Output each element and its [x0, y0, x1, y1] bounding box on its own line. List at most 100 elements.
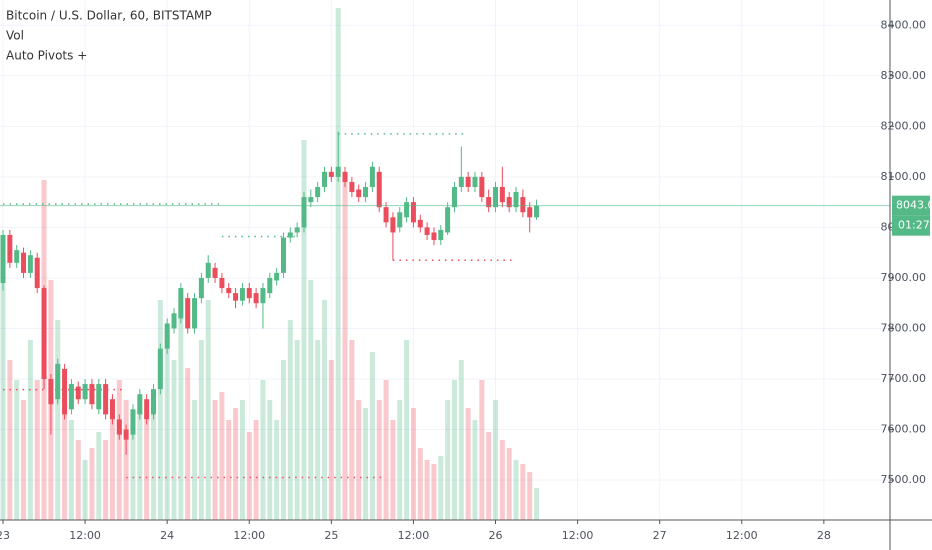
candle-body [267, 277, 273, 294]
volume-bar [397, 400, 403, 520]
candle-body [233, 293, 239, 301]
candle-body [109, 399, 115, 420]
volume-bar [185, 368, 191, 520]
candle-body [315, 186, 321, 198]
last-price-label: 8043.00 [896, 199, 932, 212]
candle-body [349, 181, 355, 193]
x-tick-label: 12:00 [233, 529, 265, 542]
volume-bar [431, 464, 437, 520]
candle-body [41, 288, 47, 380]
candle-body [185, 298, 191, 329]
volume-bar [328, 360, 334, 520]
candle-body [363, 186, 369, 198]
candle-body [506, 197, 512, 208]
volume-bar [123, 400, 129, 520]
candle-body [219, 277, 225, 289]
y-tick-label: 7800.00 [881, 321, 927, 334]
candle-body [527, 207, 533, 218]
volume-bar [301, 140, 307, 520]
volume-bar [520, 464, 526, 520]
volume-bar [376, 400, 382, 520]
candle-body [294, 227, 300, 233]
volume-bar [0, 240, 6, 520]
candle-body [89, 384, 95, 405]
candle-body [424, 227, 430, 235]
volume-bar [438, 456, 444, 520]
candle-body [458, 176, 464, 187]
candle-body [178, 288, 184, 319]
y-tick-label: 8200.00 [881, 119, 927, 132]
volume-bar [219, 392, 225, 520]
y-tick-label: 7900.00 [881, 271, 927, 284]
x-tick-label: 23 [0, 529, 10, 542]
candle-body [451, 186, 457, 208]
candle-body [157, 348, 163, 390]
candle-body [513, 192, 519, 208]
candle-body [322, 171, 328, 187]
candle-body [14, 250, 20, 263]
volume-bar [171, 360, 177, 520]
volume-bar [383, 380, 389, 520]
candle-body [21, 252, 27, 273]
volume-bar [109, 420, 115, 520]
x-tick-label: 28 [817, 529, 831, 542]
candle-body [0, 234, 6, 283]
x-tick-label: 25 [324, 529, 338, 542]
candle-body [68, 384, 74, 410]
volume-bar [116, 380, 122, 520]
volume-bar [103, 440, 109, 520]
y-tick-label: 7500.00 [881, 473, 927, 486]
candle-body [130, 409, 136, 435]
candle-body [212, 267, 218, 278]
chart-title: Bitcoin / U.S. Dollar, 60, BITSTAMP [6, 9, 212, 23]
volume-bar [356, 400, 362, 520]
y-tick-label: 7600.00 [881, 423, 927, 436]
candle-body [82, 384, 88, 400]
volume-bar [246, 432, 252, 520]
candle-body [274, 272, 280, 281]
candle-body [253, 293, 259, 304]
candle-body [7, 234, 13, 263]
candle-body [499, 186, 505, 203]
volume-bar [493, 400, 499, 520]
y-tick-label: 8400.00 [881, 18, 927, 31]
candle-body [164, 323, 170, 349]
candle-body [356, 189, 362, 198]
volume-bar [253, 420, 259, 520]
x-tick-label: 24 [160, 529, 174, 542]
indicator-label: Vol [6, 29, 24, 43]
y-tick-label: 8100.00 [881, 170, 927, 183]
volume-bar [472, 420, 478, 520]
candle-body [465, 176, 471, 187]
countdown-box [892, 215, 930, 236]
candle-body [55, 363, 61, 400]
x-tick-label: 12:00 [398, 529, 430, 542]
volume-bar [55, 320, 61, 520]
candle-body [301, 197, 307, 228]
y-tick-label: 7700.00 [881, 372, 927, 385]
volume-bar [445, 400, 451, 520]
candle-body [438, 229, 444, 241]
volume-bar [178, 300, 184, 520]
candle-body [260, 288, 266, 304]
volume-bar [410, 408, 416, 520]
candle-body [520, 197, 526, 213]
volume-bar [267, 400, 273, 520]
volume-bar [315, 340, 321, 520]
candle-body [479, 176, 485, 198]
volume-bar [527, 472, 533, 520]
volume-bar [458, 360, 464, 520]
y-tick-label: 8300.00 [881, 69, 927, 82]
candle-body [308, 197, 314, 203]
volume-bar [534, 488, 540, 520]
candle-body [116, 419, 122, 435]
volume-bar [465, 408, 471, 520]
x-tick-label: 26 [489, 529, 503, 542]
volume-bar [479, 380, 485, 520]
volume-bar [137, 408, 143, 520]
volume-bar [308, 280, 314, 520]
volume-bar [287, 320, 293, 520]
candle-body [328, 171, 334, 177]
volume-bar [75, 440, 81, 520]
